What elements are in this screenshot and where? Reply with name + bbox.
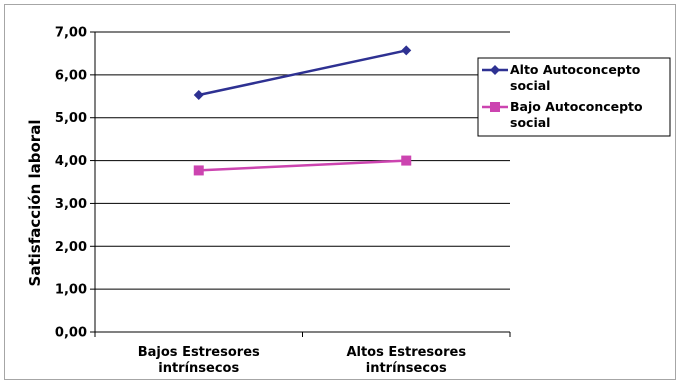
legend-entry: Bajo Autoconcepto social (482, 99, 643, 130)
legend-label: Alto Autoconcepto social (510, 62, 641, 93)
y-tick-label: 4,00 (55, 154, 87, 169)
y-tick-label: 3,00 (55, 197, 87, 212)
data-point-square (490, 102, 500, 112)
y-tick-label: 2,00 (55, 240, 87, 255)
y-tick-label: 5,00 (55, 111, 87, 126)
data-point-diamond (193, 90, 204, 100)
y-axis-label: Satisfacción laboral (26, 120, 44, 287)
legend-box (477, 57, 671, 137)
legend-entry: Alto Autoconcepto social (482, 62, 641, 93)
legend: Alto Autoconcepto social Bajo Autoconcepto… (477, 57, 671, 137)
legend-label: Bajo Autoconcepto social (510, 99, 643, 130)
x-tick-label: Altos Estresores intrínsecos (346, 345, 466, 376)
y-tick-labels: 0,00 1,00 2,00 3,00 4,00 5,00 6,00 7,00 (55, 26, 87, 341)
series-line (198, 49, 407, 97)
y-tick-label: 1,00 (55, 283, 87, 298)
x-tick-label: Bajos Estresores intrínsecos (138, 345, 260, 376)
data-point-square (193, 165, 204, 176)
data-point-square (401, 155, 412, 166)
data-point-diamond (401, 45, 412, 56)
y-tick-label: 6,00 (55, 68, 87, 83)
gridlines (90, 31, 510, 333)
x-tick-labels: Bajos Estresores intrínsecos Altos Estreso… (138, 345, 467, 376)
data-point-diamond (490, 65, 500, 75)
series-layer (193, 45, 412, 176)
series-line (198, 159, 407, 172)
series-2 (193, 155, 412, 176)
axes (94, 32, 511, 337)
series-1 (193, 45, 412, 100)
y-tick-label: 0,00 (55, 326, 87, 341)
y-tick-label: 7,00 (55, 26, 87, 41)
